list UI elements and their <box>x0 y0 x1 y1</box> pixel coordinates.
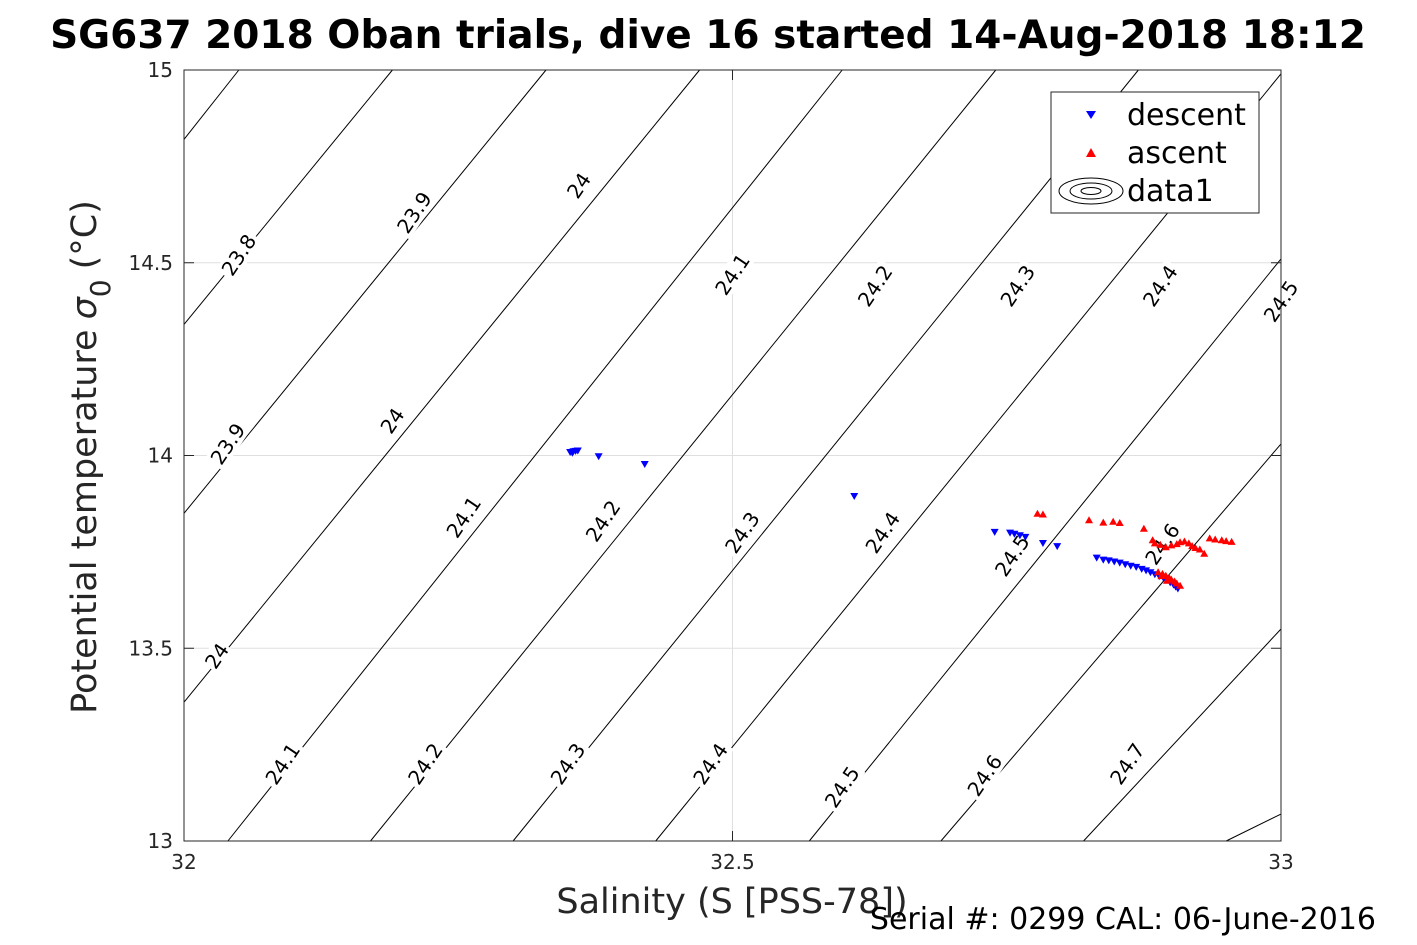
contour-label-bg <box>687 737 734 791</box>
contour-line <box>370 69 997 842</box>
contour-label-bg <box>391 185 438 240</box>
descent-point <box>568 449 577 457</box>
y-tick-label: 13.5 <box>128 636 173 660</box>
ascent-point <box>1172 540 1181 548</box>
axis-ticks: 32 32.5 33 13 13.5 14 14.5 15 <box>128 58 1293 874</box>
contour-line <box>808 258 1282 842</box>
x-axis-label: Salinity (S [PSS-78]) <box>556 882 907 922</box>
contour-label-bg <box>994 259 1041 313</box>
contour-label-bg <box>819 760 866 814</box>
descent-point <box>1146 569 1155 577</box>
contour-line <box>227 69 843 842</box>
contour-label-bg <box>1137 259 1184 313</box>
x-tick-label: 32 <box>171 850 196 874</box>
x-tick-label: 33 <box>1268 850 1293 874</box>
ascent-point <box>1162 576 1171 584</box>
ascent-point <box>1227 537 1236 545</box>
contour-label-bg <box>204 417 251 471</box>
ascent-point <box>1200 549 1209 557</box>
ascent-point <box>1211 535 1220 543</box>
contour-label-bg <box>709 247 756 302</box>
ascent-point <box>1176 581 1185 589</box>
y-axis-label-sigma: σ <box>65 295 105 319</box>
ascent-point <box>1222 537 1231 545</box>
descent-point <box>1132 563 1141 571</box>
contour-label-bg <box>561 167 596 204</box>
contour-label-bg <box>440 490 487 545</box>
ascent-point <box>1154 568 1163 576</box>
ascent-point <box>1156 540 1165 548</box>
ascent-point <box>1161 543 1170 551</box>
ascent-point <box>1191 544 1200 552</box>
legend: descent ascent data1 <box>1050 91 1260 214</box>
ascent-point <box>1085 516 1094 524</box>
contour-label-bg <box>961 748 1008 803</box>
ascent-point <box>1150 539 1159 547</box>
ascent-point <box>1033 509 1042 517</box>
chart-title: SG637 2018 Oban trials, dive 16 started … <box>50 13 1366 58</box>
y-tick-label: 14.5 <box>128 251 173 275</box>
ascent-point <box>1195 545 1204 553</box>
contour-line <box>512 69 1139 842</box>
ascent-point <box>1205 534 1214 542</box>
data-points <box>566 447 1236 593</box>
ascent-point <box>1038 510 1047 518</box>
descent-point <box>1053 543 1062 551</box>
ascent-point <box>1115 518 1124 526</box>
descent-point <box>990 528 999 536</box>
contour-label-bg <box>579 494 627 548</box>
y-tick-label: 13 <box>148 829 173 853</box>
legend-descent-marker <box>1086 111 1096 119</box>
x-tick-label: 32.5 <box>710 850 755 874</box>
contour-label-bg <box>1139 517 1186 572</box>
contour-label-bg <box>215 228 262 282</box>
contour-line <box>183 69 700 703</box>
descent-point <box>594 453 603 461</box>
contour-label-bg <box>719 505 766 560</box>
descent-point <box>1099 556 1108 564</box>
density-contours <box>183 69 1282 842</box>
contour-label-bg <box>544 737 592 791</box>
descent-point <box>640 460 649 468</box>
contour-line <box>183 69 547 514</box>
contour-label-bg <box>259 737 306 791</box>
descent-point <box>1021 533 1030 541</box>
descent-point <box>1142 567 1151 575</box>
legend-contour-icon <box>1058 177 1124 205</box>
legend-ascent-marker <box>1086 148 1096 157</box>
y-axis-label-text: Potential temperature <box>65 329 105 713</box>
contour-label-bg <box>199 638 234 674</box>
contour-line <box>183 69 393 325</box>
contour-label-bg <box>859 505 906 560</box>
ascent-point <box>1099 518 1108 526</box>
legend-descent-label: descent <box>1127 98 1246 133</box>
descent-point <box>850 492 859 500</box>
ascent-point <box>1157 572 1166 580</box>
y-axis-label: Potential temperature σ0 (°C) <box>65 200 117 714</box>
contour-line <box>1083 628 1282 842</box>
contour-label-bg <box>989 528 1036 583</box>
contour-line <box>1225 813 1282 842</box>
ascent-point <box>1109 517 1118 525</box>
descent-point <box>1092 554 1101 562</box>
ascent-point <box>1139 524 1148 532</box>
contour-label-bg <box>402 737 449 791</box>
legend-ascent-label: ascent <box>1127 136 1227 171</box>
y-tick-label: 14 <box>148 444 173 468</box>
legend-box <box>1050 91 1260 214</box>
y-axis-label-subscript: 0 <box>84 279 117 297</box>
legend-data1-label: data1 <box>1127 174 1214 209</box>
descent-point <box>573 447 582 455</box>
serial-footer: Serial #: 0299 CAL: 06-June-2016 <box>870 902 1376 937</box>
descent-point <box>1038 540 1047 548</box>
contour-line <box>183 69 240 140</box>
y-axis-label-unit: (°C) <box>65 200 105 269</box>
y-tick-label: 15 <box>148 58 173 82</box>
contour-label-bg <box>1104 737 1151 791</box>
contour-label-bg <box>375 403 410 439</box>
ascent-point <box>1180 537 1189 545</box>
contour-label-bg <box>852 259 899 313</box>
